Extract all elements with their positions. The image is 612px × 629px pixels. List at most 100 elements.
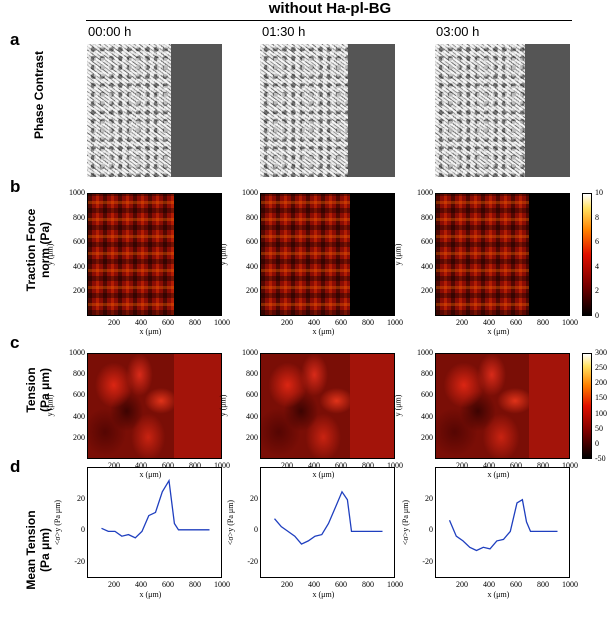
mean-xlabel-1: x (μm) xyxy=(139,590,162,599)
heat-colorbar-tick-1: 8 xyxy=(595,212,599,222)
tension-xtick-3-4: 1000 xyxy=(562,461,578,470)
mean-xtick-3-4: 1000 xyxy=(562,580,578,589)
tension-ytick-3-3: 800 xyxy=(421,369,433,379)
tension-xtick-2-3: 800 xyxy=(362,461,374,470)
tension-xlabel-2: x (μm) xyxy=(312,470,335,479)
mean-xtick-2-2: 600 xyxy=(335,580,347,589)
heat-ytick-1-3: 800 xyxy=(73,212,85,222)
tension-xlabel-3: x (μm) xyxy=(487,470,510,479)
heat-xtick-1-1: 400 xyxy=(135,318,147,327)
heat-xtick-3-3: 800 xyxy=(537,318,549,327)
heat-xtick-1-0: 200 xyxy=(108,318,120,327)
timepoint-label-3: 03:00 h xyxy=(436,24,480,39)
phase-image-1 xyxy=(87,44,222,177)
row-label-d-line1: Mean Tension xyxy=(24,510,38,590)
mean-xtick-2-3: 800 xyxy=(362,580,374,589)
heat-ytick-2-2: 600 xyxy=(246,237,258,247)
heat-ytick-1-4: 1000 xyxy=(69,188,85,197)
tension-colorbar-tick-3: 150 xyxy=(595,393,607,403)
mean-xlabel-3: x (μm) xyxy=(487,590,510,599)
heat-xtick-1-4: 1000 xyxy=(214,318,230,327)
mean-xtick-3-0: 200 xyxy=(456,580,468,589)
phase-image-3 xyxy=(435,44,570,177)
tension-ytick-2-3: 800 xyxy=(246,369,258,379)
mean-xtick-1-1: 400 xyxy=(135,580,147,589)
mean-tension-plot-3 xyxy=(435,467,570,578)
row-label-c-line2: (Pa μm) xyxy=(38,368,52,413)
tension-ytick-3-4: 1000 xyxy=(417,348,433,357)
heat-xtick-2-2: 600 xyxy=(335,318,347,327)
mean-ytick-2-1: 0 xyxy=(254,525,258,535)
heat-xtick-3-2: 600 xyxy=(510,318,522,327)
heat-monolayer-2 xyxy=(261,194,351,315)
tension-xtick-1-3: 800 xyxy=(189,461,201,470)
row-label-a-line1: Phase Contrast xyxy=(32,50,46,140)
heat-map-2 xyxy=(260,193,395,316)
tension-xtick-2-1: 400 xyxy=(308,461,320,470)
heat-monolayer-3 xyxy=(436,194,530,315)
mean-tension-plot-2 xyxy=(260,467,395,578)
tension-ytick-2-0: 200 xyxy=(246,432,258,442)
mean-ytick-1-2: -20 xyxy=(74,557,85,567)
heat-ylabel-1: y (μm) xyxy=(45,243,55,265)
tension-ytick-1-2: 600 xyxy=(73,390,85,400)
phase-image-2 xyxy=(260,44,395,177)
heat-colorbar-tick-2: 6 xyxy=(595,237,599,247)
heat-xtick-1-2: 600 xyxy=(162,318,174,327)
mean-ylabel-1: <σ>y (Pa μm) xyxy=(53,499,63,545)
tension-xtick-2-0: 200 xyxy=(281,461,293,470)
tension-ytick-1-1: 400 xyxy=(73,411,85,421)
mean-xtick-1-2: 600 xyxy=(162,580,174,589)
mean-xtick-1-3: 800 xyxy=(189,580,201,589)
heat-ytick-2-3: 800 xyxy=(246,212,258,222)
heat-ytick-3-4: 1000 xyxy=(417,188,433,197)
panel-letter-b: b xyxy=(10,177,21,196)
cell-monolayer-3 xyxy=(435,44,526,177)
mean-tension-line-1 xyxy=(101,478,210,539)
tension-map-2 xyxy=(260,353,395,459)
row-label-a: Phase Contrast xyxy=(32,35,46,155)
heat-ytick-1-2: 600 xyxy=(73,237,85,247)
tension-ytick-3-1: 400 xyxy=(421,411,433,421)
tension-colorbar-tick-2: 200 xyxy=(595,378,607,388)
tension-ytick-3-0: 200 xyxy=(421,432,433,442)
tension-xlabel-1: x (μm) xyxy=(139,470,162,479)
heat-colorbar-tick-3: 4 xyxy=(595,261,599,271)
heat-ylabel-2: y (μm) xyxy=(218,243,228,265)
mean-ytick-2-2: -20 xyxy=(247,557,258,567)
tension-xtick-3-0: 200 xyxy=(456,461,468,470)
mean-xtick-1-4: 1000 xyxy=(214,580,230,589)
mean-ytick-2-0: 20 xyxy=(250,493,258,503)
mean-xtick-2-1: 400 xyxy=(308,580,320,589)
heat-map-1 xyxy=(87,193,222,316)
title-rule xyxy=(86,20,572,21)
heat-xtick-3-1: 400 xyxy=(483,318,495,327)
tension-ytick-3-2: 600 xyxy=(421,390,433,400)
mean-xtick-3-2: 600 xyxy=(510,580,522,589)
figure-title: without Ha-pl-BG xyxy=(268,0,392,17)
mean-xtick-2-0: 200 xyxy=(281,580,293,589)
row-label-d: Mean Tension (Pa μm) xyxy=(24,490,52,610)
tension-colorbar-tick-4: 100 xyxy=(595,408,607,418)
mean-ytick-3-1: 0 xyxy=(429,525,433,535)
mean-ytick-1-0: 20 xyxy=(77,493,85,503)
tension-monolayer-2 xyxy=(261,354,351,458)
tension-xtick-3-1: 400 xyxy=(483,461,495,470)
cell-monolayer-2 xyxy=(260,44,348,177)
tension-xtick-1-4: 1000 xyxy=(214,461,230,470)
tension-map-1 xyxy=(87,353,222,459)
tension-colorbar-tick-1: 250 xyxy=(595,363,607,373)
tension-xtick-3-2: 600 xyxy=(510,461,522,470)
heat-xtick-1-3: 800 xyxy=(189,318,201,327)
cell-monolayer-1 xyxy=(87,44,171,177)
heat-ytick-1-1: 400 xyxy=(73,261,85,271)
row-label-c-line1: Tension xyxy=(24,367,38,413)
tension-ylabel-3: y (μm) xyxy=(393,394,403,417)
tension-xtick-1-0: 200 xyxy=(108,461,120,470)
panel-letter-a: a xyxy=(10,30,20,49)
heat-xtick-3-4: 1000 xyxy=(562,318,578,327)
heat-ytick-3-0: 200 xyxy=(421,286,433,296)
tension-ylabel-1: y (μm) xyxy=(45,394,55,417)
tension-xtick-1-2: 600 xyxy=(162,461,174,470)
panel-letter-d: d xyxy=(10,457,21,476)
